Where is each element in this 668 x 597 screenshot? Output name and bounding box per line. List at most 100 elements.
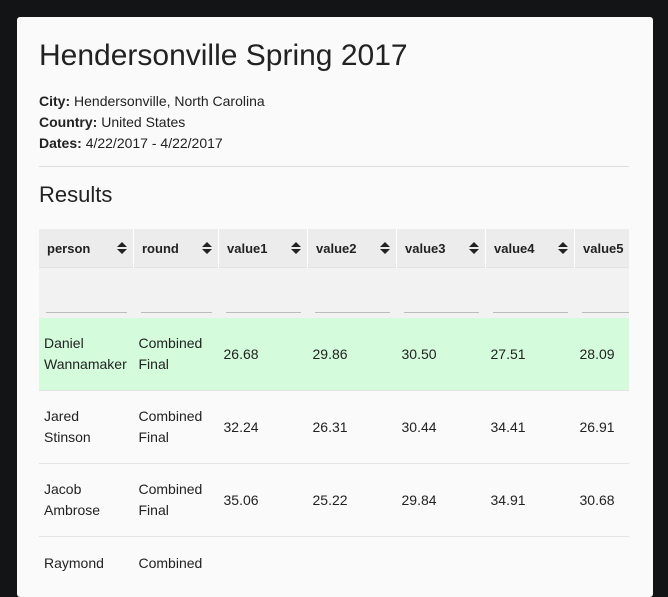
table-cell: Combined Final bbox=[133, 318, 219, 391]
filter-cell bbox=[39, 267, 134, 318]
info-line: Country: United States bbox=[39, 112, 265, 133]
column-title: value1 bbox=[227, 240, 268, 256]
info-line: Dates: 4/22/2017 - 4/22/2017 bbox=[39, 133, 265, 154]
filter-cell bbox=[574, 267, 629, 318]
filter-input[interactable] bbox=[46, 291, 127, 313]
column-header[interactable]: person bbox=[39, 229, 134, 268]
filter-cell bbox=[307, 267, 397, 318]
cell-text: Combined Final bbox=[138, 335, 203, 372]
cell-text: 29.84 bbox=[401, 491, 437, 508]
column-header[interactable]: value3 bbox=[396, 229, 486, 268]
column-header[interactable]: value4 bbox=[485, 229, 575, 268]
table-cell: 30.50 bbox=[396, 318, 486, 391]
cell-text: Daniel Wannamaker bbox=[44, 335, 127, 372]
filter-input[interactable] bbox=[140, 291, 212, 313]
table-cell: 27.51 bbox=[485, 318, 575, 391]
filter-cell bbox=[218, 267, 308, 318]
cell-text: Raymond bbox=[44, 555, 104, 571]
info-label: Dates: bbox=[39, 135, 82, 151]
column-title: round bbox=[142, 240, 179, 256]
sort-icon[interactable] bbox=[117, 241, 127, 255]
column-title: value5 bbox=[583, 240, 624, 256]
table-cell: 26.68 bbox=[218, 318, 308, 391]
table-cell: 29.86 bbox=[307, 318, 397, 391]
column-header[interactable]: value1 bbox=[218, 229, 308, 268]
info-value: 4/22/2017 - 4/22/2017 bbox=[85, 135, 223, 151]
column-header[interactable]: value5 bbox=[574, 229, 629, 268]
sort-icon[interactable] bbox=[469, 241, 479, 255]
table-cell: Jacob Ambrose bbox=[39, 463, 134, 537]
filter-input[interactable] bbox=[225, 291, 301, 313]
cell-text: 30.68 bbox=[579, 491, 615, 508]
column-title: value3 bbox=[405, 240, 446, 256]
table-cell: Combined bbox=[133, 536, 219, 589]
table-cell: 26.31 bbox=[307, 390, 397, 464]
table-cell: 25.22 bbox=[307, 463, 397, 537]
table-cell: Daniel Wannamaker bbox=[39, 318, 134, 391]
table-cell: 34.91 bbox=[485, 463, 575, 537]
table-row: Jacob Ambrose Combined Final 35.06 25.22 29.… bbox=[39, 463, 629, 537]
table-cell bbox=[574, 536, 629, 589]
table-cell bbox=[307, 536, 397, 589]
table-cell bbox=[218, 536, 308, 589]
table-cell: 29.84 bbox=[396, 463, 486, 537]
table-cell bbox=[485, 536, 575, 589]
cell-text: Combined Final bbox=[138, 481, 203, 518]
filter-cell bbox=[133, 267, 219, 318]
sort-icon[interactable] bbox=[558, 241, 568, 255]
cell-text: 34.91 bbox=[490, 491, 526, 508]
table-row: Daniel Wannamaker Combined Final 26.68 29.8… bbox=[39, 318, 629, 391]
info-line: City: Hendersonville, North Carolina bbox=[39, 91, 265, 112]
table-cell: Raymond bbox=[39, 536, 134, 589]
cell-text: Jacob Ambrose bbox=[44, 481, 101, 518]
filter-input[interactable] bbox=[403, 291, 479, 313]
title: Hendersonville Spring 2017 bbox=[39, 39, 408, 72]
cell-text: 28.09 bbox=[579, 345, 615, 362]
divider bbox=[39, 166, 629, 167]
column-header[interactable]: round bbox=[133, 229, 219, 268]
table-cell bbox=[396, 536, 486, 589]
cell-text: Jared Stinson bbox=[44, 408, 91, 445]
sort-icon[interactable] bbox=[291, 241, 301, 255]
table-cell: Combined Final bbox=[133, 463, 219, 537]
column-header[interactable]: value2 bbox=[307, 229, 397, 268]
table-cell: 28.09 bbox=[574, 318, 629, 391]
info-label: Country: bbox=[39, 114, 98, 130]
modal: Hendersonville Spring 2017 City: Henders… bbox=[17, 17, 653, 597]
results-table: person round value1 value2 value3 value4 value… bbox=[39, 229, 629, 589]
cell-text: 26.31 bbox=[312, 418, 348, 435]
table-cell: Combined Final bbox=[133, 390, 219, 464]
info: City: Hendersonville, North Carolina Coun… bbox=[39, 91, 265, 154]
cell-text: 25.22 bbox=[312, 491, 348, 508]
table-cell: 26.91 bbox=[574, 390, 629, 464]
table-cell: 34.41 bbox=[485, 390, 575, 464]
filter-cell bbox=[396, 267, 486, 318]
table-row: Raymond Combined bbox=[39, 536, 629, 589]
cell-text: Combined bbox=[138, 555, 203, 571]
table-cell: 30.68 bbox=[574, 463, 629, 537]
column-title: person bbox=[47, 240, 91, 256]
table-row: Jared Stinson Combined Final 32.24 26.31 30.… bbox=[39, 390, 629, 464]
sort-icon[interactable] bbox=[380, 241, 390, 255]
cell-text: 30.50 bbox=[401, 345, 437, 362]
sort-icon[interactable] bbox=[202, 241, 212, 255]
page: Hendersonville Spring 2017 City: Henders… bbox=[17, 17, 653, 597]
info-value: Hendersonville, North Carolina bbox=[74, 93, 265, 109]
cell-text: 30.44 bbox=[401, 418, 437, 435]
column-title: value4 bbox=[494, 240, 535, 256]
filter-input[interactable] bbox=[492, 291, 568, 313]
cell-text: 35.06 bbox=[223, 491, 259, 508]
filter-input[interactable] bbox=[581, 291, 629, 313]
cell-text: 26.91 bbox=[579, 418, 615, 435]
filter-cell bbox=[485, 267, 575, 318]
cell-text: 32.24 bbox=[223, 418, 259, 435]
cell-text: Combined Final bbox=[138, 408, 203, 445]
info-label: City: bbox=[39, 93, 71, 109]
filter-input[interactable] bbox=[314, 291, 390, 313]
cell-text: 26.68 bbox=[223, 345, 259, 362]
column-title: value2 bbox=[316, 240, 357, 256]
table-wrapper: person round value1 value2 value3 value4 value… bbox=[39, 229, 629, 589]
table-cell: 35.06 bbox=[218, 463, 308, 537]
cell-text: 34.41 bbox=[490, 418, 526, 435]
table-cell: 30.44 bbox=[396, 390, 486, 464]
